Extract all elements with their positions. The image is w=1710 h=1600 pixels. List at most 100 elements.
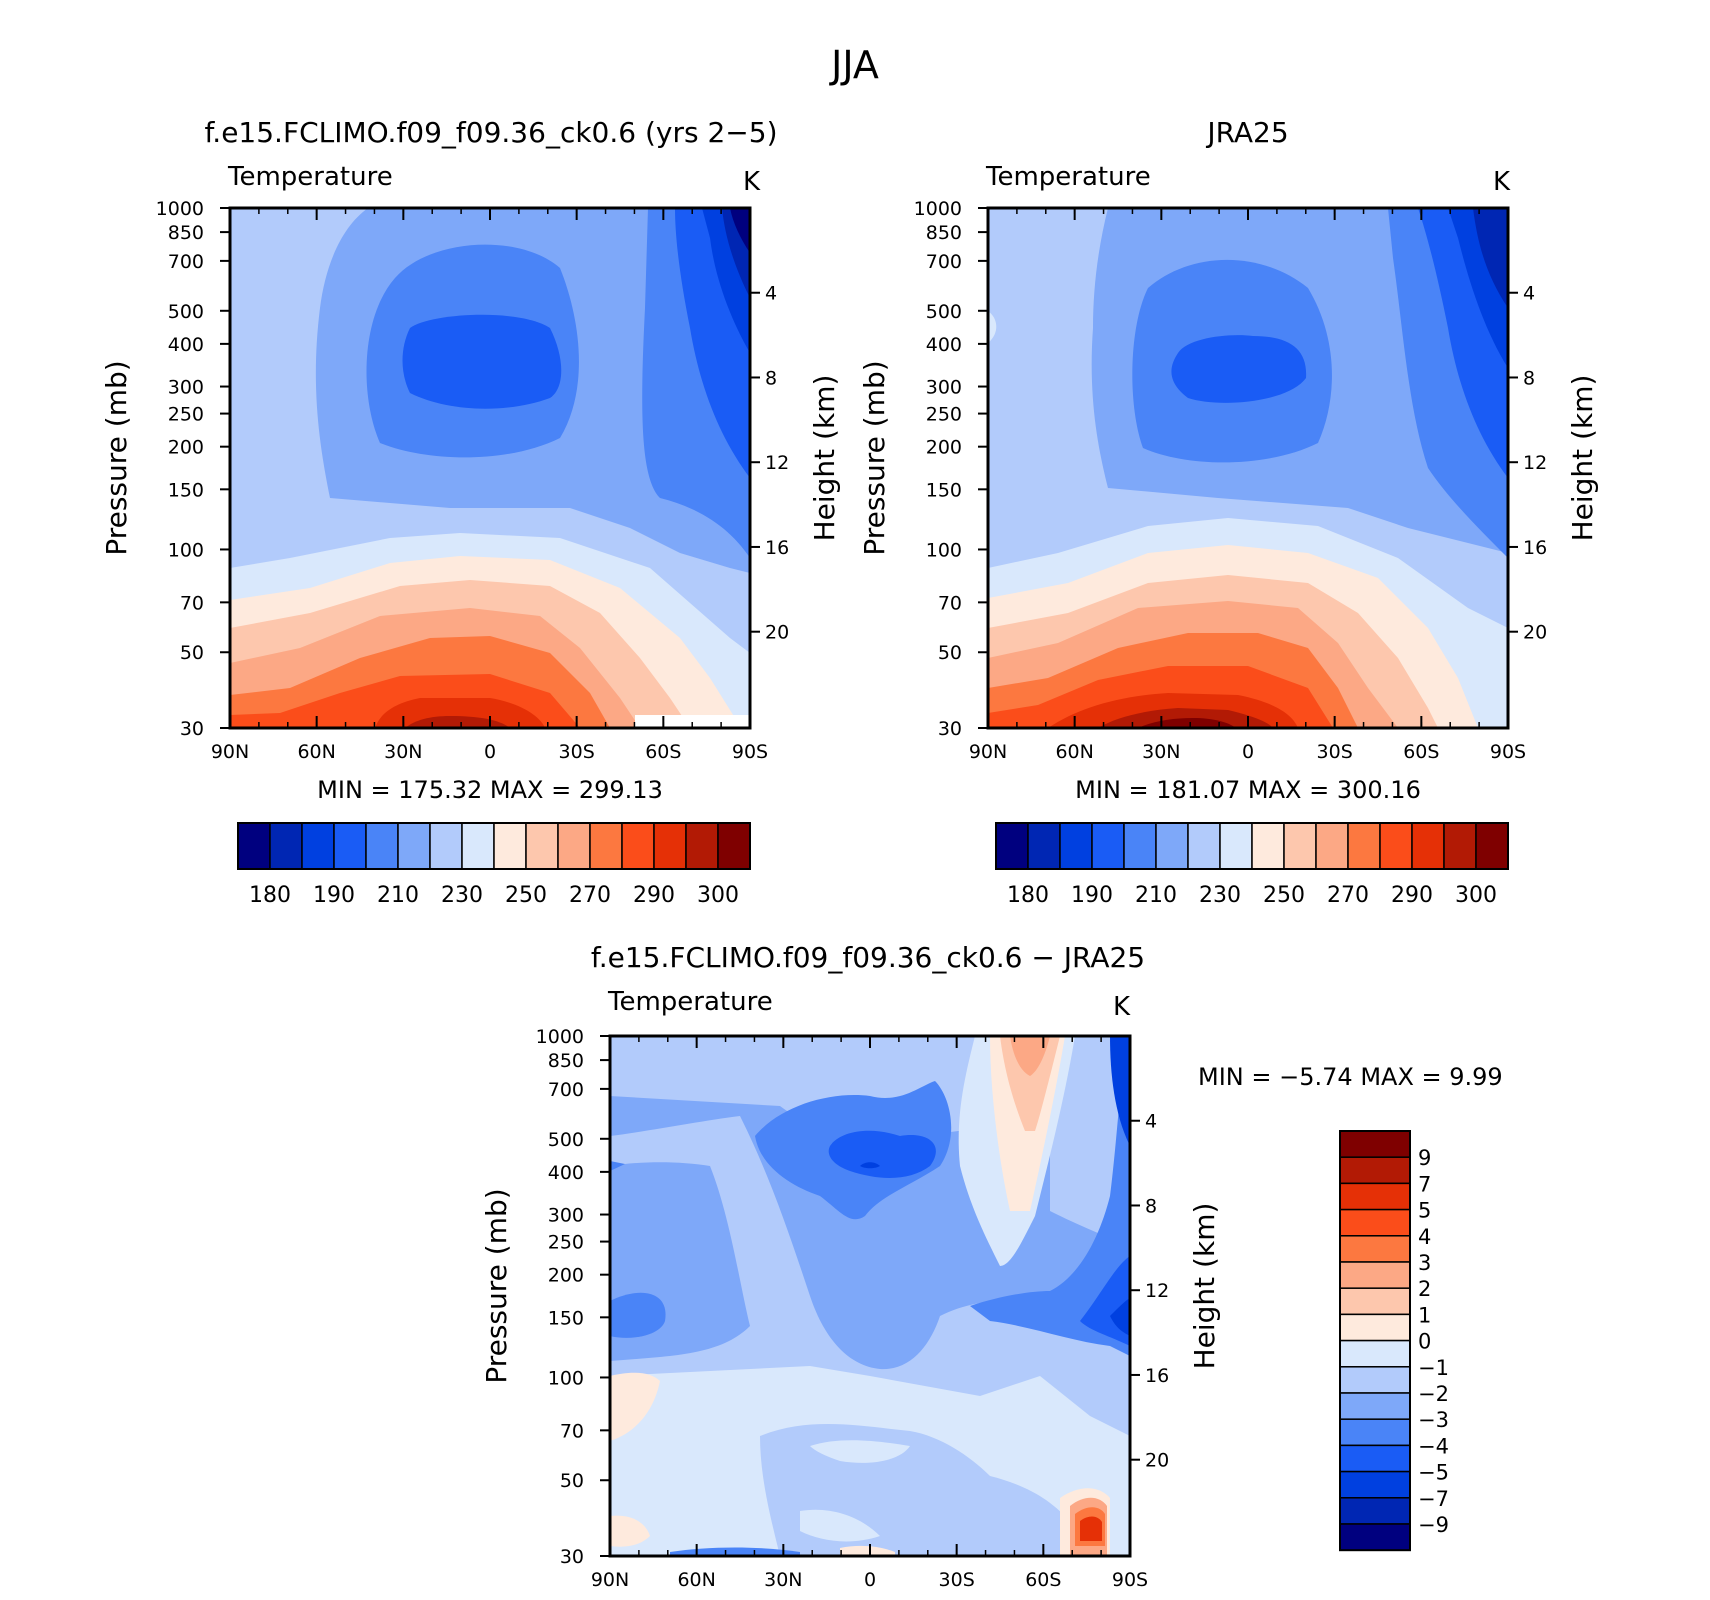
y-tick-label: 700 xyxy=(168,251,204,273)
x-tick-label: 30S xyxy=(939,1569,975,1591)
contour-band xyxy=(405,716,510,728)
y-right-tick-label: 20 xyxy=(765,622,789,644)
units-label: K xyxy=(1493,167,1511,197)
y-tick-label: 30 xyxy=(938,718,962,740)
x-tick-label: 60N xyxy=(677,1569,715,1591)
x-tick-label: 30S xyxy=(559,741,595,763)
units-label: K xyxy=(743,167,761,197)
colorbar-label: 1 xyxy=(1418,1303,1431,1327)
contour-band xyxy=(375,698,545,728)
colorbar-label: 180 xyxy=(1007,883,1049,908)
contour-band xyxy=(610,1515,650,1547)
colorbar-box xyxy=(1123,822,1157,870)
y-tick-label: 300 xyxy=(168,377,204,399)
min-max-label: MIN = 181.07 MAX = 300.16 xyxy=(1075,776,1421,804)
colorbar-box xyxy=(1339,1182,1411,1211)
y-tick-label: 150 xyxy=(926,479,962,501)
x-tick-label: 0 xyxy=(1242,741,1254,763)
colorbar-box xyxy=(1091,822,1125,870)
y-right-tick-label: 20 xyxy=(1145,1450,1169,1472)
colorbar-label: 0 xyxy=(1418,1330,1431,1354)
colorbar-label: 210 xyxy=(1135,883,1177,908)
y-tick-label: 500 xyxy=(926,301,962,323)
plot-area: 90N 60N 30N 0 30S 60S 90S 30 50 70 100 150 200 250 300… xyxy=(480,1026,1221,1591)
colorbar-label: 270 xyxy=(569,883,611,908)
colorbar-box xyxy=(1339,1392,1411,1420)
colorbar-box xyxy=(1315,822,1349,870)
y-tick-label: 850 xyxy=(168,222,204,244)
y-right-axis-label: Height (km) xyxy=(808,375,841,542)
colorbar-box xyxy=(1339,1523,1411,1551)
colorbar-box xyxy=(301,822,335,870)
colorbar-label: 270 xyxy=(1327,883,1369,908)
min-max-label: MIN = 175.32 MAX = 299.13 xyxy=(317,776,663,804)
colorbar-box xyxy=(1475,822,1509,870)
colorbar-box xyxy=(397,822,431,870)
y-tick-label: 70 xyxy=(180,592,204,614)
y-right-tick-label: 16 xyxy=(1145,1365,1169,1387)
y-tick-label: 500 xyxy=(548,1129,584,1151)
y-right-tick-label: 20 xyxy=(1523,622,1547,644)
contour-band xyxy=(1080,1516,1102,1541)
contour-band xyxy=(1171,335,1307,403)
x-tick-label: 60S xyxy=(1403,741,1439,763)
colorbar-label: −3 xyxy=(1418,1408,1449,1432)
y-right-tick-label: 4 xyxy=(765,283,777,305)
colorbar-box xyxy=(995,822,1029,870)
contour-band xyxy=(1468,208,1508,308)
y-tick-label: 70 xyxy=(560,1420,584,1442)
panel-difference: f.e15.FCLIMO.f09_f09.36_ck0.6 − JRA25 Te… xyxy=(480,941,1503,1591)
y-right-tick-label: 8 xyxy=(1523,367,1535,389)
y-right-tick-label: 16 xyxy=(765,537,789,559)
contour-band xyxy=(1000,1036,1060,1131)
panel-title: JRA25 xyxy=(1205,116,1288,149)
colorbar-label: 9 xyxy=(1418,1146,1431,1170)
x-tick-label: 90S xyxy=(1490,741,1526,763)
y-tick-label: 300 xyxy=(926,377,962,399)
colorbar-box xyxy=(1339,1313,1411,1342)
colorbar-label: −7 xyxy=(1418,1487,1449,1511)
y-axis-label: Pressure (mb) xyxy=(100,360,133,555)
colorbar-box xyxy=(1339,1208,1411,1237)
panel-subtitle: Temperature xyxy=(607,987,773,1017)
y-tick-label: 150 xyxy=(168,479,204,501)
x-tick-label: 30N xyxy=(384,741,422,763)
y-tick-label: 1000 xyxy=(156,198,204,220)
y-tick-label: 250 xyxy=(548,1232,584,1254)
contour-band xyxy=(988,311,997,343)
y-tick-label: 50 xyxy=(560,1470,584,1492)
x-tick-label: 90N xyxy=(969,741,1007,763)
contour-band xyxy=(610,1161,625,1171)
contour-band xyxy=(730,208,750,253)
colorbar-label: −1 xyxy=(1418,1356,1449,1380)
colorbar-box xyxy=(237,822,271,870)
colorbar-label: 4 xyxy=(1418,1225,1431,1249)
contour-band xyxy=(810,1440,910,1463)
y-tick-label: 30 xyxy=(180,718,204,740)
contour-band xyxy=(610,1292,666,1338)
y-tick-label: 400 xyxy=(168,334,204,356)
y-right-tick-label: 12 xyxy=(1145,1280,1169,1302)
panel-subtitle: Temperature xyxy=(985,162,1151,192)
y-tick-label: 700 xyxy=(548,1079,584,1101)
y-right-tick-label: 12 xyxy=(1523,452,1547,474)
colorbar-label: 210 xyxy=(377,883,419,908)
contour-band xyxy=(1010,1036,1050,1076)
colorbar-box xyxy=(1339,1470,1411,1499)
colorbar-box xyxy=(1347,822,1381,870)
colorbar-label: −4 xyxy=(1418,1434,1449,1458)
colorbar: 180 190 210 230 250 270 290 300 xyxy=(995,822,1509,908)
contour-band xyxy=(1138,718,1236,728)
y-right-tick-label: 8 xyxy=(765,367,777,389)
colorbar-label: −5 xyxy=(1418,1461,1449,1485)
axes-group: 90N 60N 30N 0 30S 60S 90S 30 50 70 100 150 200 250 300… xyxy=(480,1026,1221,1591)
x-tick-label: 90S xyxy=(732,741,768,763)
colorbar-box xyxy=(1379,822,1413,870)
y-tick-label: 200 xyxy=(926,437,962,459)
contour-band xyxy=(828,1130,936,1178)
colorbar-label: 250 xyxy=(1263,883,1305,908)
y-right-axis-label: Height (km) xyxy=(1188,1203,1221,1370)
y-tick-label: 250 xyxy=(926,404,962,426)
y-right-tick-label: 12 xyxy=(765,452,789,474)
